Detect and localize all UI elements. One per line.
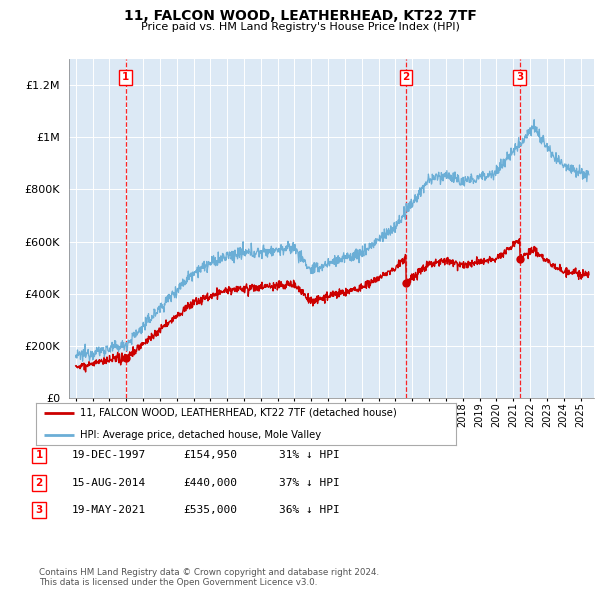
- Text: 1: 1: [122, 72, 129, 82]
- Text: Price paid vs. HM Land Registry's House Price Index (HPI): Price paid vs. HM Land Registry's House …: [140, 22, 460, 32]
- Text: Contains HM Land Registry data © Crown copyright and database right 2024.
This d: Contains HM Land Registry data © Crown c…: [39, 568, 379, 587]
- Text: 19-DEC-1997: 19-DEC-1997: [72, 451, 146, 460]
- Text: 36% ↓ HPI: 36% ↓ HPI: [279, 505, 340, 514]
- Text: 11, FALCON WOOD, LEATHERHEAD, KT22 7TF (detached house): 11, FALCON WOOD, LEATHERHEAD, KT22 7TF (…: [80, 408, 397, 418]
- Text: £535,000: £535,000: [183, 505, 237, 514]
- Text: £440,000: £440,000: [183, 478, 237, 487]
- Text: 3: 3: [516, 72, 523, 82]
- Text: 1: 1: [35, 451, 43, 460]
- Text: HPI: Average price, detached house, Mole Valley: HPI: Average price, detached house, Mole…: [80, 430, 321, 440]
- Text: 19-MAY-2021: 19-MAY-2021: [72, 505, 146, 514]
- Text: 11, FALCON WOOD, LEATHERHEAD, KT22 7TF: 11, FALCON WOOD, LEATHERHEAD, KT22 7TF: [124, 9, 476, 23]
- Text: 2: 2: [35, 478, 43, 487]
- Text: 2: 2: [402, 72, 409, 82]
- Text: 37% ↓ HPI: 37% ↓ HPI: [279, 478, 340, 487]
- Text: 31% ↓ HPI: 31% ↓ HPI: [279, 451, 340, 460]
- Text: 3: 3: [35, 505, 43, 514]
- Text: 15-AUG-2014: 15-AUG-2014: [72, 478, 146, 487]
- Text: £154,950: £154,950: [183, 451, 237, 460]
